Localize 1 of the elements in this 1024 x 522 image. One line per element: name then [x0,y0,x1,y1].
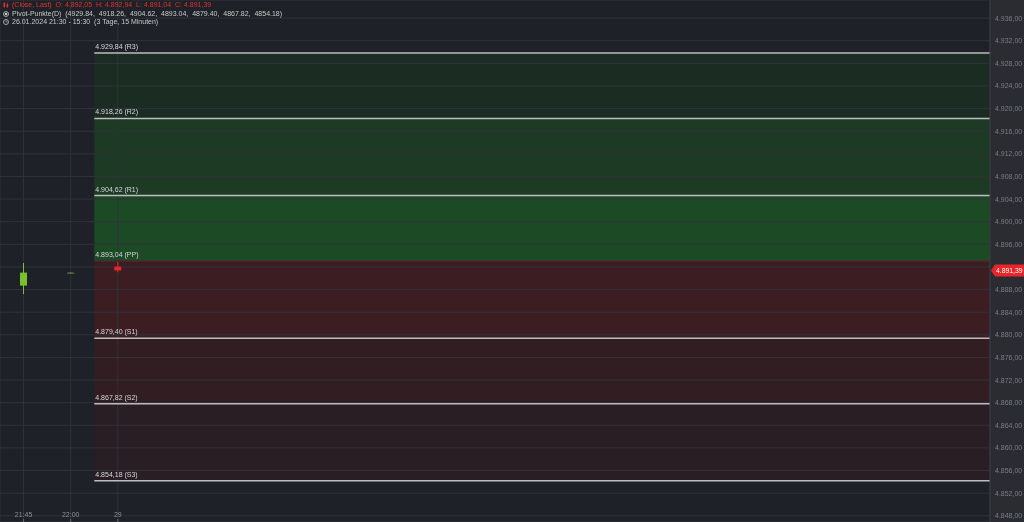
candlestick [20,262,27,295]
